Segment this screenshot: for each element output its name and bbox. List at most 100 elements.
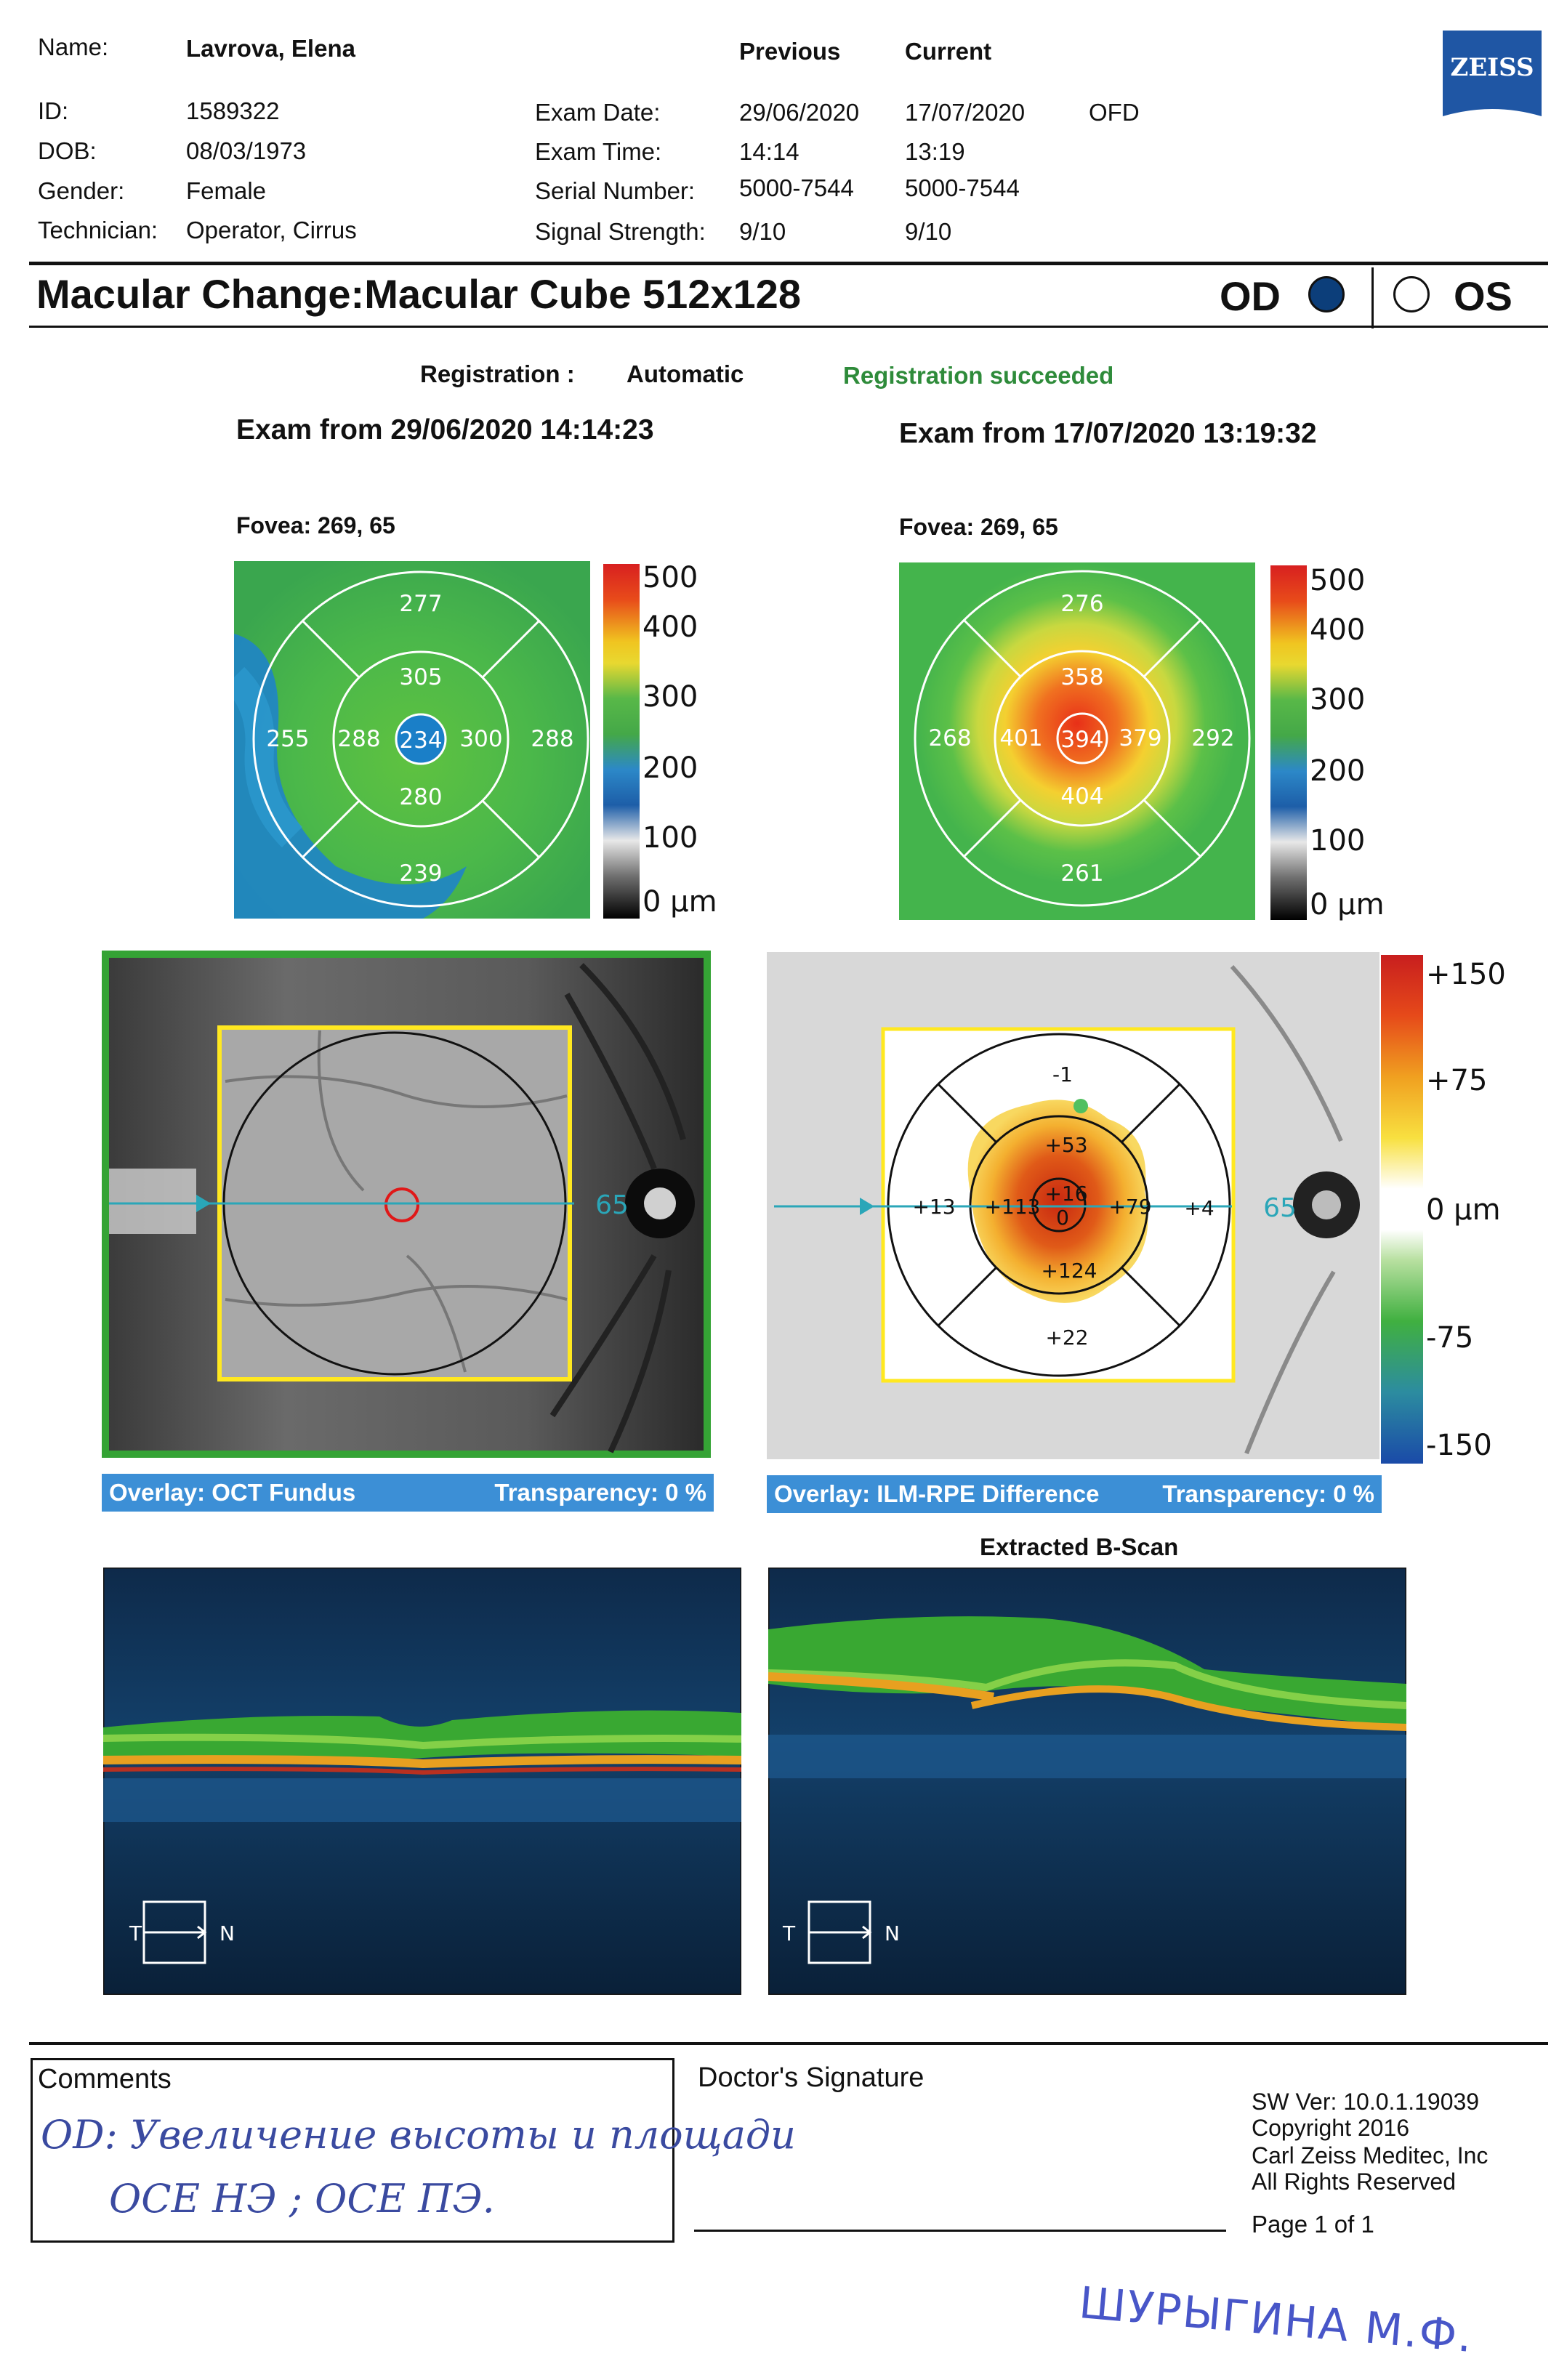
prev-bscan-nasal: N <box>219 1921 235 1945</box>
bscan-title: Extracted B-Scan <box>980 1533 1179 1560</box>
current-serial-number: 5000-7544 <box>905 174 1020 201</box>
comment-line-1: OD: Увеличение высоты и площади <box>41 2112 796 2158</box>
patient-gender: Female <box>186 177 267 204</box>
right-fundus-marker: 65 <box>1263 1193 1297 1223</box>
ofd-label: OFD <box>1089 99 1140 126</box>
previous-serial-number: 5000-7544 <box>739 174 854 201</box>
previous-signal-strength: 9/10 <box>739 218 786 245</box>
right-outer-bottom: 261 <box>1060 860 1103 887</box>
title-top-rule <box>29 262 1548 265</box>
left-inner-top: 305 <box>399 664 442 690</box>
diff-center-bottom: 0 <box>1056 1206 1069 1230</box>
right-thickness-map: 276 268 292 261 358 401 379 404 394 <box>899 562 1255 920</box>
current-exam-date: 17/07/2020 <box>905 99 1026 126</box>
diff-inner-right: +79 <box>1108 1195 1151 1219</box>
left-scale-200: 200 <box>642 751 698 785</box>
previous-bscan-image: T N <box>103 1568 741 1995</box>
os-radio-icon[interactable] <box>1393 276 1430 312</box>
left-thickness-map: 277 255 288 239 305 288 300 280 234 <box>234 561 590 919</box>
difference-colorbar <box>1381 955 1423 1464</box>
right-exam-heading: Exam from 17/07/2020 13:19:32 <box>899 418 1317 449</box>
doctor-stamp: ШУРЫГИНА М.Ф. <box>1076 2278 1476 2363</box>
signal-strength-label: Signal Strength: <box>535 218 706 245</box>
left-center: 234 <box>399 727 442 754</box>
comments-label: Comments <box>38 2064 172 2094</box>
patient-id: 1589322 <box>186 97 280 124</box>
diff-outer-right: +4 <box>1184 1196 1214 1220</box>
current-header: Current <box>905 38 992 65</box>
dob-label: DOB: <box>38 137 97 164</box>
comment-line-2: ОСЕ НЭ ; ОСЕ ПЭ. <box>109 2176 495 2222</box>
right-inner-left: 401 <box>999 725 1042 751</box>
current-exam-time: 13:19 <box>905 138 965 165</box>
right-scale-300: 300 <box>1310 683 1366 717</box>
previous-exam-time: 14:14 <box>739 138 799 165</box>
prev-bscan-temporal: T <box>129 1921 142 1945</box>
zeiss-logo: ZEISS <box>1443 31 1542 129</box>
signature-label: Doctor's Signature <box>698 2062 925 2093</box>
left-outer-bottom: 239 <box>399 860 442 887</box>
previous-header: Previous <box>739 38 841 65</box>
exam-date-label: Exam Date: <box>535 99 661 126</box>
title-bottom-rule <box>29 326 1548 328</box>
gender-label: Gender: <box>38 177 125 204</box>
diff-scale-plus150: +150 <box>1426 958 1506 991</box>
left-overlay-bar: Overlay: OCT Fundus Transparency: 0 % <box>102 1474 714 1512</box>
report-title: Macular Change:Macular Cube 512x128 <box>36 271 801 317</box>
right-overlay-bar: Overlay: ILM-RPE Difference Transparency… <box>767 1475 1382 1513</box>
od-label[interactable]: OD <box>1220 273 1281 319</box>
diff-scale-minus150: -150 <box>1426 1429 1492 1462</box>
left-outer-left: 255 <box>266 726 309 752</box>
right-inner-right: 379 <box>1119 725 1161 751</box>
diff-inner-left: +113 <box>985 1195 1041 1219</box>
left-inner-left: 288 <box>337 726 380 752</box>
right-overlay-label: Overlay: ILM-RPE Difference <box>774 1480 1100 1507</box>
right-scale-500: 500 <box>1310 564 1366 597</box>
name-label: Name: <box>38 33 109 60</box>
left-scale-300: 300 <box>642 680 698 714</box>
registration-label: Registration : <box>420 360 575 387</box>
left-transparency-label: Transparency: 0 % <box>494 1479 706 1506</box>
right-center: 394 <box>1060 727 1103 753</box>
diff-outer-left: +13 <box>912 1195 955 1219</box>
right-fundus-difference-image: 65 -1 +53 +13 +113 +16 0 +79 +4 +124 +22 <box>767 952 1379 1459</box>
right-outer-right: 292 <box>1191 725 1234 751</box>
left-scale-0: 0 µm <box>642 885 717 919</box>
right-scale-100: 100 <box>1310 824 1366 858</box>
right-scale-200: 200 <box>1310 754 1366 788</box>
serial-number-label: Serial Number: <box>535 177 696 204</box>
patient-name: Lavrova, Elena <box>186 35 355 62</box>
right-thickness-colorbar <box>1270 565 1307 920</box>
curr-bscan-nasal: N <box>885 1921 900 1945</box>
right-transparency-label: Transparency: 0 % <box>1162 1480 1374 1507</box>
signature-line <box>694 2230 1226 2232</box>
diff-inner-bottom: +124 <box>1042 1259 1097 1283</box>
od-radio-selected-icon[interactable] <box>1308 276 1345 312</box>
exam-time-label: Exam Time: <box>535 138 662 165</box>
left-overlay-label: Overlay: OCT Fundus <box>109 1479 356 1506</box>
diff-scale-zero: 0 µm <box>1426 1193 1501 1227</box>
rights: All Rights Reserved <box>1252 2169 1456 2195</box>
registration-status: Registration succeeded <box>843 362 1114 389</box>
left-exam-heading: Exam from 29/06/2020 14:14:23 <box>236 414 654 445</box>
curr-bscan-temporal: T <box>782 1921 796 1945</box>
right-outer-top: 276 <box>1060 591 1103 617</box>
technician-label: Technician: <box>38 217 158 243</box>
eye-divider <box>1371 267 1374 328</box>
right-scale-0: 0 µm <box>1310 888 1385 921</box>
left-thickness-colorbar <box>603 564 640 919</box>
left-inner-bottom: 280 <box>399 784 442 810</box>
patient-dob: 08/03/1973 <box>186 137 307 164</box>
left-scale-100: 100 <box>642 821 698 855</box>
left-scale-500: 500 <box>642 561 698 594</box>
patient-technician: Operator, Cirrus <box>186 217 357 243</box>
right-scale-400: 400 <box>1310 613 1366 647</box>
registration-value: Automatic <box>627 360 744 387</box>
left-inner-right: 300 <box>459 726 502 752</box>
left-outer-top: 277 <box>399 591 442 617</box>
right-inner-bottom: 404 <box>1060 783 1103 810</box>
right-inner-top: 358 <box>1060 664 1103 690</box>
id-label: ID: <box>38 97 69 124</box>
diff-outer-bottom: +22 <box>1045 1326 1088 1350</box>
os-label[interactable]: OS <box>1454 273 1512 319</box>
